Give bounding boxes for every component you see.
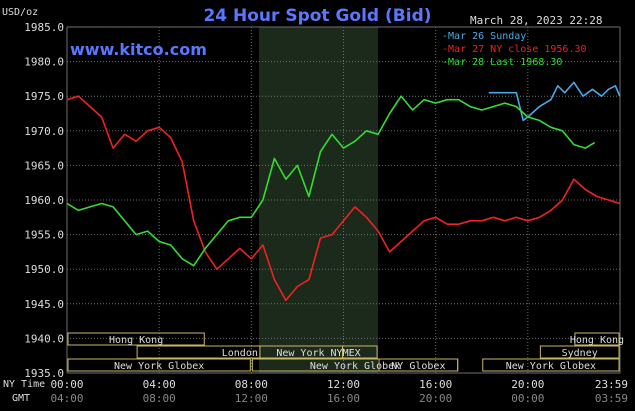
session-label: New York Globex	[310, 361, 400, 372]
y-tick-label: 1975.0	[24, 90, 64, 103]
x-tick-label-ny: 16:00	[419, 378, 452, 391]
session-bar	[67, 332, 205, 346]
x-tick-label-ny: 04:00	[143, 378, 176, 391]
session-label: New York NYMEX	[276, 348, 360, 359]
y-tick-label: 1965.0	[24, 159, 64, 172]
session-bar	[378, 358, 459, 372]
x-tick-label-ny: 08:00	[235, 378, 268, 391]
session-label: Sydney	[562, 348, 598, 359]
y-tick-label: 1950.0	[24, 263, 64, 276]
x-tick-label-gmt: 16:00	[327, 392, 360, 405]
session-bar	[136, 345, 343, 359]
chart-title: 24 Hour Spot Gold (Bid)	[203, 6, 432, 26]
session-bar	[539, 345, 620, 359]
y-axis-unit-label: USD/oz	[2, 7, 39, 18]
x-tick-label-gmt: 20:00	[419, 392, 452, 405]
session-bar	[67, 358, 251, 372]
y-tick-label: 1980.0	[24, 56, 64, 69]
x-tick-label-gmt: 04:00	[50, 392, 83, 405]
site-link[interactable]: www.kitco.com	[70, 40, 207, 59]
y-tick-label: 1970.0	[24, 125, 64, 138]
gmt-label: GMT	[12, 393, 31, 404]
x-tick-label-ny: 00:00	[50, 378, 83, 391]
y-tick-label: 1985.0	[24, 21, 64, 34]
session-bar	[482, 358, 620, 372]
session-bar	[574, 332, 620, 346]
legend-item-last: -Mar 28 Last 1968.30	[442, 57, 563, 68]
session-bar	[259, 345, 378, 359]
y-tick-label: 1940.0	[24, 332, 64, 345]
y-tick-label: 1945.0	[24, 298, 64, 311]
x-tick-label-ny: 23:59	[595, 378, 628, 391]
session-label: New York Globex	[506, 361, 596, 372]
session-label: NY Globex	[391, 361, 445, 372]
legend-item-sunday: -Mar 26 Sunday	[442, 31, 527, 42]
ny-time-label: NY Time	[3, 379, 46, 390]
y-tick-label: 1955.0	[24, 229, 64, 242]
session-label: Hong Kong	[570, 335, 624, 346]
session-label: New York Globex	[114, 361, 204, 372]
nymex-shaded-region	[258, 27, 379, 373]
legend: -Mar 26 Sunday -Mar 27 NY close 1956.30 …	[442, 30, 587, 69]
y-tick-label: 1960.0	[24, 194, 64, 207]
y-tick-label: 1935.0	[24, 367, 64, 380]
session-label: London	[222, 348, 258, 359]
x-tick-label-ny: 12:00	[327, 378, 360, 391]
session-label: Hong Kong	[109, 335, 163, 346]
x-tick-label-gmt: 12:00	[235, 392, 268, 405]
series-line-1	[66, 95, 621, 302]
x-tick-label-gmt: 08:00	[143, 392, 176, 405]
x-tick-label-gmt: 00:00	[511, 392, 544, 405]
x-tick-label-gmt: 03:59	[595, 392, 628, 405]
series-line-0	[488, 81, 621, 122]
series-line-2	[66, 95, 596, 267]
legend-item-ny-close: -Mar 27 NY close 1956.30	[442, 44, 587, 55]
x-tick-label-ny: 20:00	[511, 378, 544, 391]
chart-date: March 28, 2023 22:28	[470, 14, 603, 27]
